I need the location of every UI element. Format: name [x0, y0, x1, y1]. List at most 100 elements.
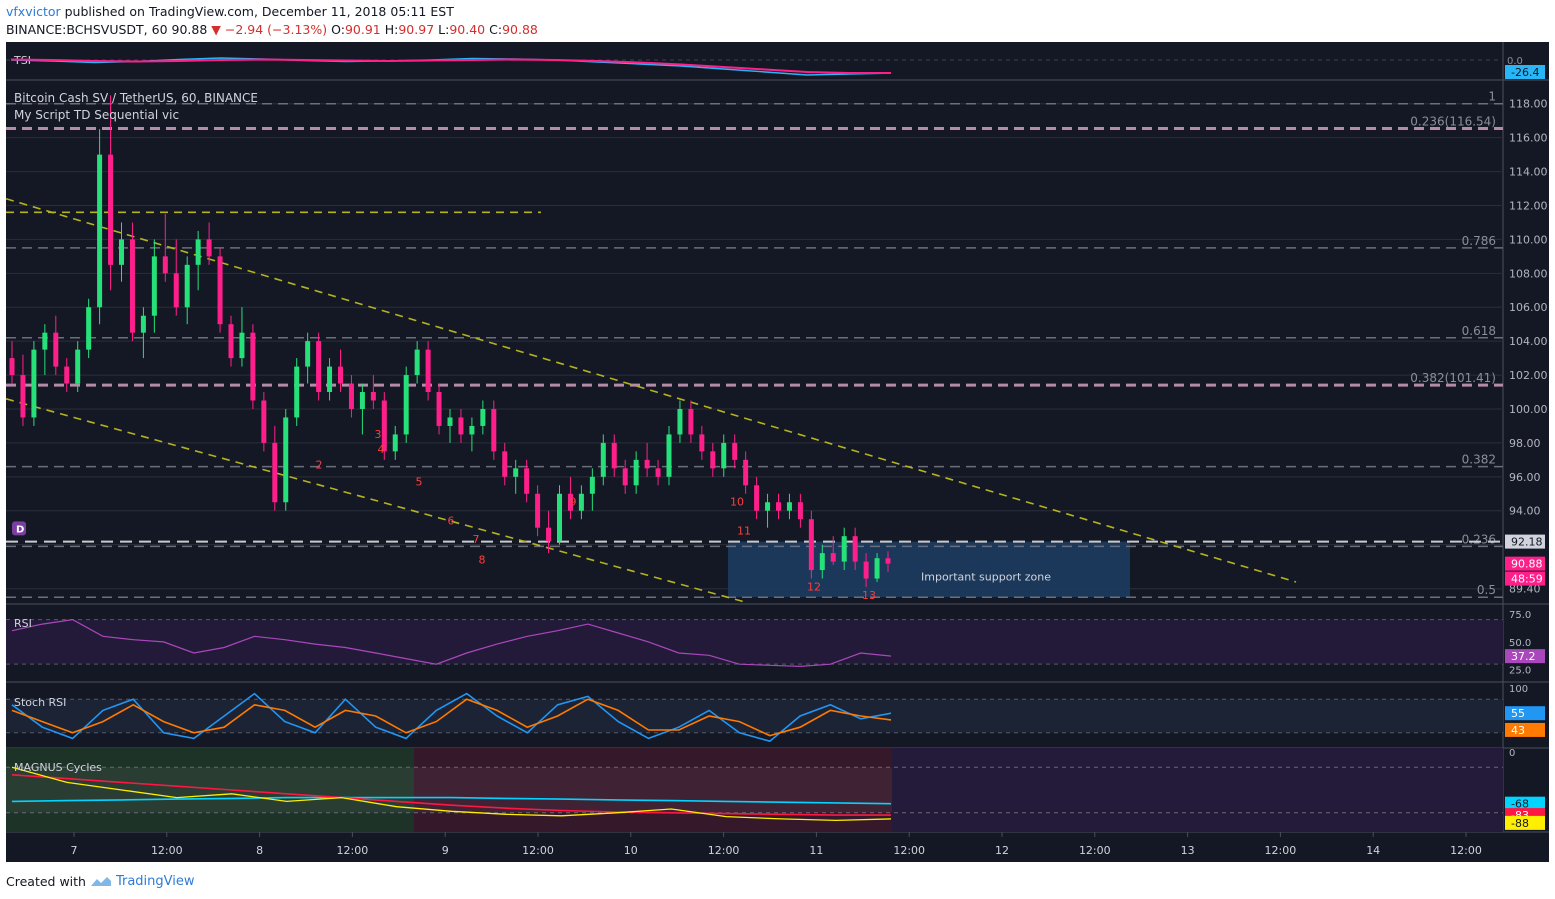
candle-countdown-label: 48:59 — [1505, 571, 1545, 586]
fib-level-label: 0.236 — [1462, 532, 1496, 546]
td-sequential-marker: 11 — [737, 524, 751, 537]
candle — [611, 434, 617, 477]
time-axis-tick: 14 — [1366, 844, 1380, 857]
candle — [283, 408, 289, 511]
candle — [524, 459, 530, 503]
chart-canvas[interactable]: TSI 0.0-26.4118.00116.00114.00112.00110.0… — [5, 42, 1549, 862]
time-axis-tick: 10 — [624, 844, 638, 857]
cycle-title: MAGNUS Cycles — [14, 761, 102, 774]
candle — [403, 366, 409, 443]
price-axis-tick: 110.00 — [1509, 233, 1548, 246]
td-sequential-marker: 3 — [375, 428, 382, 441]
close-label: C: — [489, 22, 503, 37]
candle — [9, 341, 15, 384]
brand-link[interactable]: TradingView — [115, 874, 195, 889]
cycle-cyan-last-value: -68 — [1505, 796, 1545, 811]
rsi-line — [11, 618, 892, 668]
dividend-marker: D — [12, 521, 26, 536]
candle — [666, 425, 672, 486]
candle — [108, 95, 114, 291]
candle — [162, 213, 168, 282]
candle — [370, 375, 376, 409]
td-sequential-marker: 10 — [730, 496, 744, 509]
open-label: O: — [331, 22, 345, 37]
cycle-red-line — [11, 774, 891, 816]
time-axis-tick: 12:00 — [1450, 844, 1482, 857]
td-sequential-marker: 8 — [479, 553, 486, 566]
td-sequential-marker: 13 — [862, 589, 876, 602]
td-sequential-marker: 7 — [473, 533, 480, 546]
rsi-band — [6, 619, 1503, 665]
cycle-band — [6, 767, 892, 813]
td-sequential-marker: 4 — [378, 443, 385, 456]
svg-text:43: 43 — [1511, 724, 1525, 737]
author-link[interactable]: vfxvictor — [6, 4, 61, 19]
candle — [567, 476, 573, 520]
footer: Created with TradingView — [6, 874, 195, 889]
symbol-line: BINANCE:BCHSVUSDT, 60 90.88 ▼ −2.94 (−3.… — [6, 22, 538, 37]
candle — [710, 442, 716, 477]
candle — [852, 527, 858, 571]
candle — [546, 510, 552, 554]
stoch-axis-tick: 100 — [1509, 684, 1528, 695]
candle — [754, 476, 760, 520]
stoch-k-line — [11, 692, 892, 743]
rsi-axis-tick: 75.0 — [1509, 610, 1531, 621]
candle — [819, 544, 825, 579]
high-label: H: — [384, 22, 399, 37]
indicator-title: My Script TD Sequential vic — [14, 108, 179, 122]
td-sequential-marker: 6 — [448, 514, 455, 527]
candle — [119, 222, 124, 282]
candle — [195, 230, 201, 291]
price-axis-tick: 100.00 — [1509, 403, 1548, 416]
time-axis-tick: 9 — [442, 844, 449, 857]
candle — [359, 383, 365, 435]
candle — [239, 307, 245, 367]
stoch-d-last-value: 43 — [1505, 722, 1545, 737]
price-axis-tick: 112.00 — [1509, 199, 1548, 212]
candle — [633, 451, 639, 494]
candle — [272, 425, 278, 511]
price-axis-tick: 102.00 — [1509, 369, 1548, 382]
candle — [392, 425, 398, 460]
candle — [140, 307, 146, 359]
time-axis-tick: 12:00 — [1265, 844, 1297, 857]
open-value: 90.91 — [344, 22, 381, 37]
fib-level-label: 0.382 — [1462, 453, 1496, 467]
low-value: 90.40 — [449, 22, 486, 37]
tsi-signal-line — [10, 58, 891, 74]
time-axis-tick: 12:00 — [708, 844, 740, 857]
cycle-bear-zone — [414, 748, 892, 832]
candle — [600, 434, 606, 486]
price-change: −2.94 (−3.13%) — [224, 22, 328, 37]
candle — [480, 400, 486, 435]
rsi-axis-tick: 25.0 — [1509, 666, 1531, 677]
candle — [414, 341, 420, 384]
candle — [578, 485, 584, 520]
svg-text:48:59: 48:59 — [1511, 573, 1543, 586]
svg-text:90.88: 90.88 — [1511, 558, 1543, 571]
candle — [797, 493, 803, 528]
candle — [338, 349, 343, 393]
candle — [589, 468, 595, 511]
td-sequential-marker: 9 — [570, 496, 577, 509]
rsi-title: RSI — [14, 617, 32, 630]
time-axis-tick: 12:00 — [522, 844, 554, 857]
time-axis-tick: 8 — [256, 844, 263, 857]
candle — [491, 400, 497, 460]
candle — [381, 392, 387, 460]
cycle-axis-tick: 0 — [1509, 748, 1515, 759]
candle — [53, 315, 59, 376]
time-axis-tick: 12:00 — [893, 844, 925, 857]
candle — [469, 417, 475, 452]
td-sequential-marker: 12 — [807, 580, 821, 593]
candle — [885, 551, 891, 572]
candle — [808, 510, 814, 579]
candle — [151, 239, 157, 333]
price-axis-tick: 96.00 — [1509, 471, 1541, 484]
candle — [217, 247, 223, 333]
lower-trendline — [5, 398, 747, 604]
chart-area[interactable]: TSI 0.0 -26.4 118.00 116.00 114.00 112.00 110.0… — [5, 42, 1549, 862]
candle — [327, 358, 333, 401]
time-axis-tick: 12:00 — [337, 844, 369, 857]
